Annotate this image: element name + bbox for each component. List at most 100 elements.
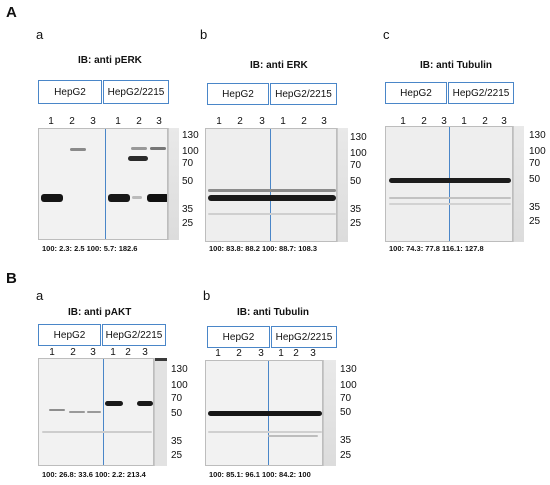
blot-band [208,411,322,416]
mw-marker: 100 [350,148,367,159]
lane-number: 2 [136,116,142,127]
western-blot-image [205,128,337,242]
mw-marker: 25 [529,216,541,227]
mw-marker: 130 [182,130,199,141]
lane-number: 2 [236,348,242,359]
panel-label: a [36,288,44,303]
quantification-values: 100: 74.3: 77.8 116.1: 127.8 [389,244,484,253]
mw-marker: 70 [182,158,194,169]
lane-number: 2 [482,116,488,127]
cell-line-hepg2: HepG2 [385,82,447,104]
lane-number: 1 [49,347,55,358]
section-label-b: B [6,270,17,287]
blot-band [41,194,63,202]
cell-line-hepg2-2215: HepG2/2215 [270,83,337,105]
mw-marker: 25 [171,450,183,461]
mw-marker: 35 [171,436,183,447]
mw-marker: 35 [529,202,541,213]
panel-title: IB: anti Tubulin [420,60,493,71]
panel-title: IB: anti ERK [250,60,308,71]
panel-title: IB: anti pAKT [68,307,132,318]
mw-marker: 35 [340,435,352,446]
blot-band [150,147,166,150]
lane-number: 1 [115,116,121,127]
panel-title: IB: anti pERK [78,55,142,66]
marker-ladder-lane [154,358,167,466]
mw-marker: 25 [182,218,194,229]
western-blot-image [385,126,513,242]
mw-marker: 50 [171,408,183,419]
lane-number: 2 [301,116,307,127]
quantification-values: 100: 85.1: 96.1 100: 84.2: 100 [209,470,311,479]
lane-number: 3 [310,348,316,359]
lane-number: 1 [280,116,286,127]
mw-marker: 130 [350,132,367,143]
mw-marker: 50 [350,176,362,187]
lane-number: 1 [216,116,222,127]
blot-band [208,431,322,433]
cell-line-hepg2: HepG2 [38,324,101,346]
mw-marker: 25 [350,218,362,229]
cell-line-divider [449,127,450,241]
lane-number: 3 [321,116,327,127]
lane-number: 2 [70,347,76,358]
marker-ladder-lane [168,128,179,240]
mw-marker: 35 [350,204,362,215]
lane-number: 1 [48,116,54,127]
blot-band [105,401,123,406]
blot-band [147,194,167,202]
panel-title: IB: anti Tubulin [237,307,310,318]
lane-number: 2 [421,116,427,127]
section-label-a: A [6,4,17,21]
mw-marker: 70 [171,393,183,404]
mw-marker: 25 [340,450,352,461]
lane-number: 2 [125,347,131,358]
lane-number: 2 [237,116,243,127]
panel-label: b [203,288,211,303]
cell-line-hepg2-2215: HepG2/2215 [102,324,166,346]
mw-marker: 70 [340,393,352,404]
blot-band [42,431,152,433]
cell-line-hepg2: HepG2 [38,80,102,104]
blot-band [389,197,511,199]
panel-label: c [383,27,390,42]
quantification-values: 100: 2.3: 2.5 100: 5.7: 182.6 [42,244,138,253]
blot-band [132,196,142,199]
cell-line-hepg2-2215: HepG2/2215 [448,82,514,104]
lane-number: 1 [110,347,116,358]
quantification-values: 100: 26.8: 33.6 100: 2.2: 213.4 [42,470,146,479]
mw-marker: 100 [182,146,199,157]
mw-marker: 35 [182,204,194,215]
lane-number: 2 [293,348,299,359]
lane-number: 3 [501,116,507,127]
marker-ladder-lane [323,360,336,466]
mw-marker: 70 [350,160,362,171]
cell-line-hepg2: HepG2 [207,83,269,105]
blot-band [389,178,511,183]
blot-band [208,189,336,192]
lane-number: 1 [461,116,467,127]
mw-marker: 50 [529,174,541,185]
blot-band [208,213,336,215]
blot-band [49,409,65,411]
mw-marker: 70 [529,158,541,169]
mw-marker: 130 [340,364,357,375]
cell-line-divider [270,129,271,241]
western-blot-image [205,360,323,466]
lane-number: 2 [69,116,75,127]
blot-band [70,148,86,151]
western-blot-image [38,128,168,240]
lane-number: 1 [215,348,221,359]
lane-number: 1 [278,348,284,359]
mw-marker: 100 [171,380,188,391]
blot-band [389,203,511,205]
cell-line-hepg2: HepG2 [207,326,270,348]
marker-ladder-lane [337,128,348,242]
blot-band [69,411,85,413]
blot-band [208,195,336,201]
mw-marker: 130 [529,130,546,141]
lane-number: 3 [142,347,148,358]
quantification-values: 100: 83.8: 88.2 100: 88.7: 108.3 [209,244,317,253]
blot-band [268,435,318,437]
lane-number: 3 [156,116,162,127]
